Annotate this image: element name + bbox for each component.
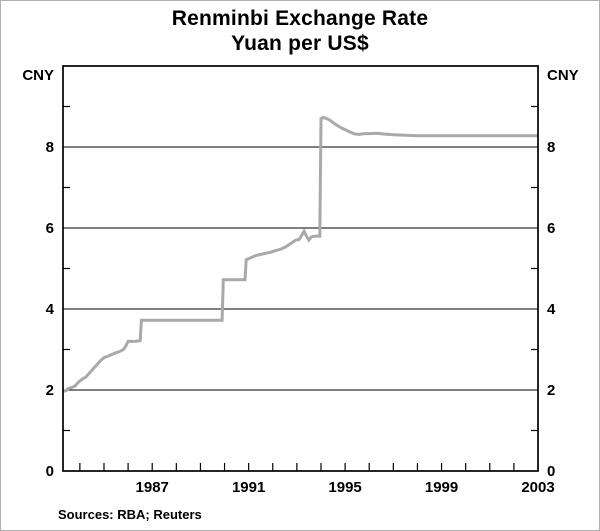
x-tick-label: 1999 xyxy=(425,479,458,496)
y-tick-label-left: 0 xyxy=(46,463,54,480)
chart-title-block: Renminbi Exchange Rate Yuan per US$ xyxy=(1,6,599,56)
x-tick-label: 2003 xyxy=(521,479,554,496)
y-tick-label-right: 6 xyxy=(547,220,555,237)
y-tick-label-right: 8 xyxy=(547,139,555,156)
cny-label-right: CNY xyxy=(547,67,579,84)
y-tick-label-left: 6 xyxy=(46,220,54,237)
plot-border xyxy=(62,65,539,472)
y-tick-label-right: 2 xyxy=(547,382,555,399)
cny-label-left: CNY xyxy=(22,67,54,84)
chart-sources: Sources: RBA; Reuters xyxy=(58,507,202,522)
x-tick-label: 1995 xyxy=(328,479,361,496)
x-tick-label: 1991 xyxy=(232,479,265,496)
chart-subtitle: Yuan per US$ xyxy=(231,32,369,55)
chart-title: Renminbi Exchange Rate xyxy=(171,7,429,30)
y-tick-label-left: 8 xyxy=(46,139,54,156)
y-tick-label-right: 4 xyxy=(547,301,556,318)
y-tick-label-left: 2 xyxy=(46,382,54,399)
exchange-rate-line xyxy=(62,115,538,394)
y-tick-label-right: 0 xyxy=(547,463,555,480)
y-tick-label-left: 4 xyxy=(46,301,55,318)
x-tick-label: 1987 xyxy=(136,479,169,496)
